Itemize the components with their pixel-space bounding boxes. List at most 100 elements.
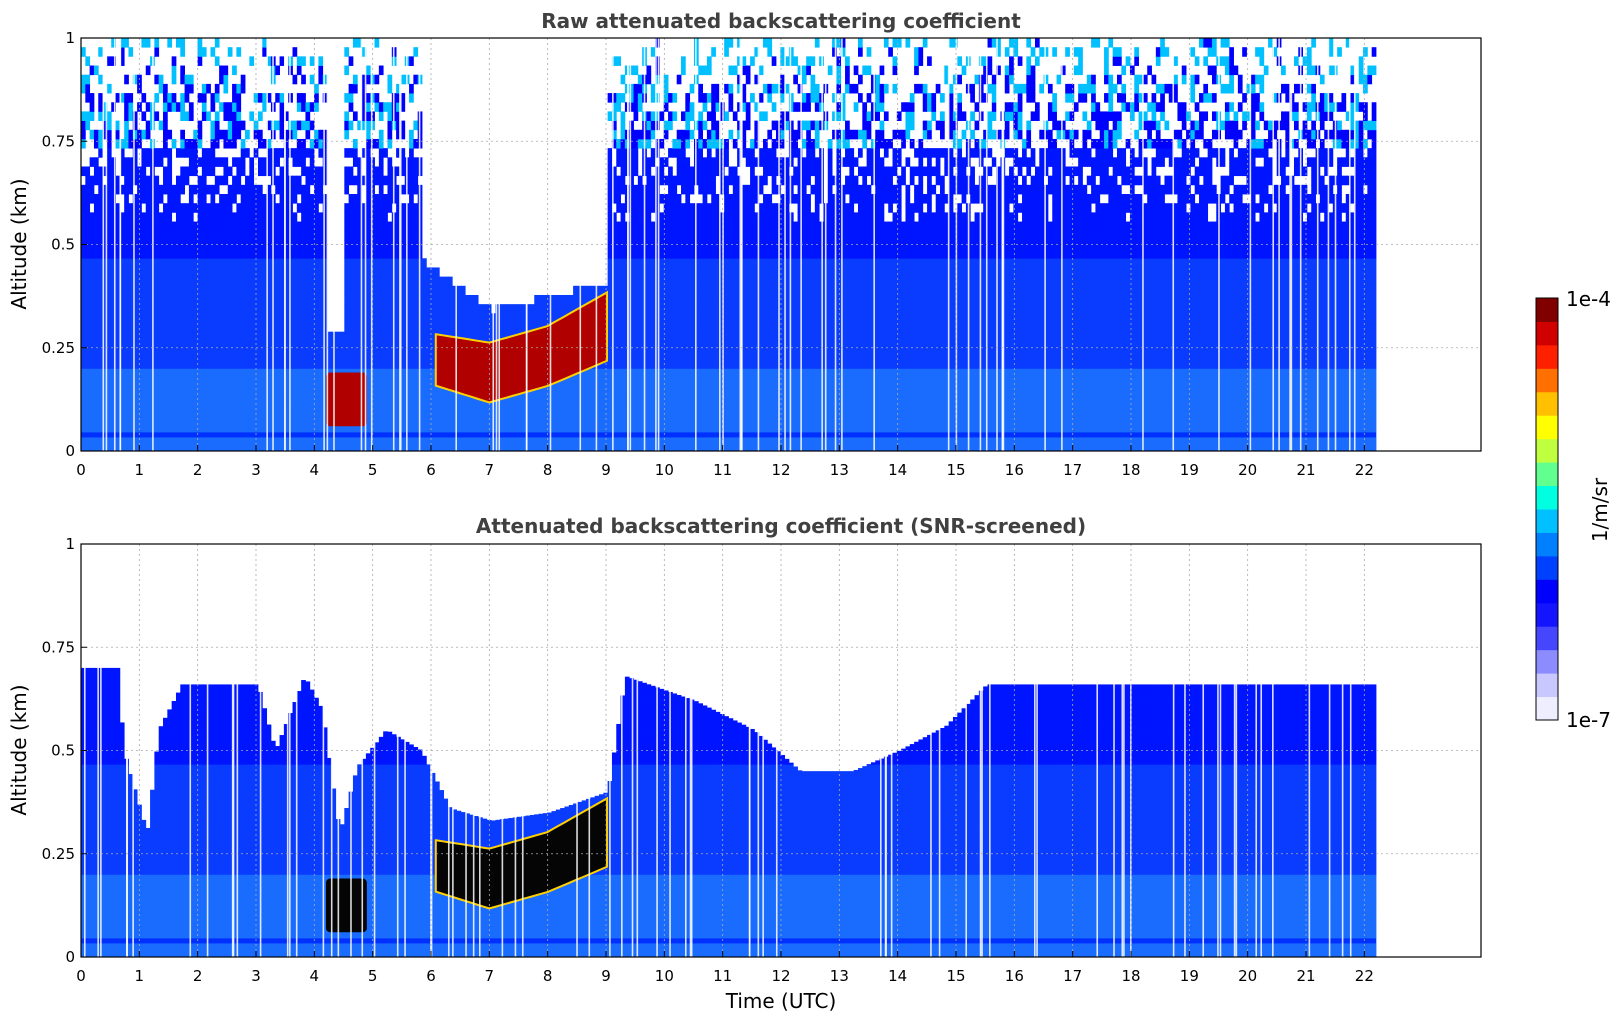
heatmap-cell (197, 194, 203, 204)
heatmap-cell (365, 65, 371, 76)
heatmap-cell (279, 423, 285, 434)
heatmap-cell (327, 340, 332, 351)
heatmap-cell (456, 294, 462, 305)
heatmap-cell (180, 212, 185, 222)
heatmap-cell (128, 203, 134, 213)
heatmap-cell (219, 377, 224, 388)
heatmap-cell (681, 184, 686, 195)
heatmap-cell (698, 249, 703, 259)
heatmap-cell (724, 249, 729, 259)
heatmap-cell (85, 441, 91, 451)
heatmap-cell (175, 249, 181, 259)
heatmap-cell (413, 377, 419, 388)
heatmap-cell (296, 249, 302, 259)
heatmap-cell (132, 138, 138, 149)
heatmap-cell (158, 395, 164, 406)
heatmap-cell (637, 184, 643, 195)
heatmap-cell (124, 395, 129, 406)
heatmap-cell (396, 230, 401, 241)
heatmap-cell (715, 148, 721, 158)
heatmap-cell (124, 221, 129, 232)
heatmap-cell (201, 313, 207, 323)
heatmap-cell (616, 395, 621, 406)
heatmap-cell (111, 157, 116, 167)
heatmap-cell (663, 432, 669, 443)
heatmap-cell (249, 175, 255, 186)
heatmap-cell (706, 395, 712, 406)
heatmap-cell (659, 423, 665, 434)
heatmap-cell (473, 294, 479, 305)
heatmap-cell (646, 294, 652, 305)
heatmap-cell (685, 359, 691, 369)
heatmap-cell (439, 423, 444, 434)
heatmap-cell (171, 267, 177, 278)
heatmap-cell (201, 285, 207, 296)
heatmap-cell (180, 249, 185, 259)
heatmap-cell (711, 395, 716, 406)
heatmap-cell (378, 313, 384, 323)
heatmap-cell (223, 74, 229, 85)
heatmap-cell (512, 395, 518, 406)
heatmap-cell (124, 267, 129, 278)
heatmap-cell (387, 175, 393, 186)
heatmap-cell (534, 304, 539, 314)
heatmap-cell (314, 230, 319, 241)
heatmap-cell (711, 294, 716, 305)
heatmap-cell (357, 166, 362, 177)
heatmap-cell (560, 414, 565, 424)
heatmap-cell (132, 423, 138, 434)
heatmap-cell (413, 166, 419, 177)
heatmap-cell (732, 138, 738, 149)
heatmap-cell (409, 377, 414, 388)
heatmap-cell (763, 395, 768, 406)
heatmap-cell (167, 368, 173, 378)
heatmap-cell (322, 249, 328, 259)
heatmap-cell (767, 350, 773, 360)
heatmap-cell (102, 350, 108, 360)
heatmap-cell (637, 294, 643, 305)
heatmap-cell (327, 331, 332, 342)
heatmap-cell (223, 221, 229, 232)
heatmap-cell (188, 331, 194, 342)
heatmap-cell (158, 423, 164, 434)
heatmap-cell (758, 184, 764, 195)
heatmap-cell (171, 377, 177, 388)
heatmap-cell (400, 405, 406, 415)
heatmap-cell (413, 221, 419, 232)
heatmap-cell (227, 120, 233, 131)
heatmap-cell (365, 313, 371, 323)
heatmap-cell (227, 249, 233, 259)
heatmap-cell (439, 441, 444, 451)
heatmap-cell (98, 276, 103, 287)
heatmap-cell (89, 65, 95, 76)
heatmap-cell (232, 304, 237, 314)
heatmap-cell (681, 331, 686, 342)
heatmap-cell (171, 258, 177, 268)
heatmap-cell (732, 285, 738, 296)
heatmap-cell (767, 148, 773, 158)
heatmap-cell (301, 414, 306, 424)
heatmap-cell (93, 212, 99, 222)
heatmap-cell (197, 138, 203, 149)
heatmap-cell (193, 432, 198, 443)
heatmap-cell (426, 340, 432, 351)
heatmap-cell (163, 148, 168, 158)
heatmap-cell (167, 221, 173, 232)
heatmap-cell (663, 405, 669, 415)
heatmap-cell (409, 166, 414, 177)
heatmap-cell (383, 322, 388, 333)
heatmap-cell (296, 102, 302, 112)
heatmap-cell (629, 322, 634, 333)
heatmap-cell (301, 120, 306, 131)
heatmap-cell (111, 184, 116, 195)
heatmap-cell (180, 166, 185, 177)
heatmap-cell (633, 441, 639, 451)
heatmap-cell (197, 157, 203, 167)
heatmap-cell (214, 221, 220, 232)
heatmap-cell (663, 203, 669, 213)
heatmap-cell (223, 304, 229, 314)
heatmap-cell (374, 368, 380, 378)
heatmap-cell (106, 175, 112, 186)
heatmap-cell (132, 350, 138, 360)
heatmap-cell (283, 331, 289, 342)
